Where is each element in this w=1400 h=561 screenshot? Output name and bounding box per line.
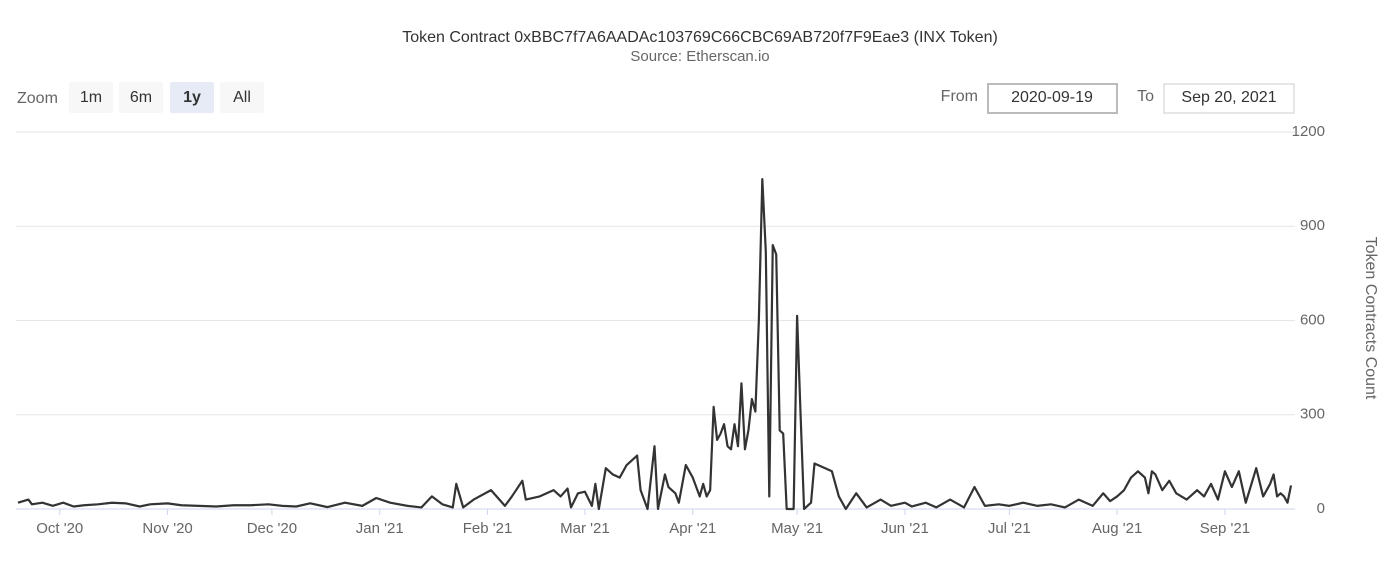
x-tick-label: Feb '21 <box>463 520 513 537</box>
x-tick-label: Jul '21 <box>988 520 1031 537</box>
chart-title: Token Contract 0xBBC7f7A6AADAc103769C66C… <box>402 29 998 46</box>
to-value[interactable]: Sep 20, 2021 <box>1181 89 1276 106</box>
chart-subtitle: Source: Etherscan.io <box>630 48 769 65</box>
from-value[interactable]: 2020-09-19 <box>1011 89 1093 106</box>
range-button-label[interactable]: 1y <box>183 89 201 106</box>
series-line <box>17 178 1293 511</box>
x-tick-label: Apr '21 <box>669 520 716 537</box>
range-button[interactable] <box>220 82 264 113</box>
x-tick-label: Mar '21 <box>560 520 610 537</box>
x-tick-label: Oct '20 <box>36 520 83 537</box>
to-label: To <box>1137 88 1154 105</box>
range-button[interactable] <box>69 82 113 113</box>
zoom-label: Zoom <box>17 90 58 107</box>
x-tick-label: Dec '20 <box>247 520 297 537</box>
y-tick-label: 900 <box>1300 217 1325 234</box>
y-tick-label: 1200 <box>1292 123 1325 140</box>
range-button[interactable] <box>119 82 163 113</box>
x-tick-label: Jan '21 <box>356 520 404 537</box>
x-tick-label: Aug '21 <box>1092 520 1142 537</box>
from-input[interactable] <box>987 83 1118 114</box>
x-tick-label: Sep '21 <box>1200 520 1250 537</box>
range-buttons: 1m 6m 1y All <box>69 82 264 113</box>
y-axis-title: Token Contracts Count <box>1362 237 1379 400</box>
from-label: From <box>941 88 978 105</box>
range-button[interactable] <box>170 82 214 113</box>
x-tick-label: Nov '20 <box>142 520 192 537</box>
range-button-label[interactable]: 6m <box>130 89 152 106</box>
x-tick-label: May '21 <box>771 520 823 537</box>
y-tick-label: 0 <box>1317 500 1325 517</box>
x-tick-label: Jun '21 <box>881 520 929 537</box>
range-button-label[interactable]: 1m <box>80 89 102 106</box>
to-input[interactable] <box>1163 83 1295 114</box>
range-button-label[interactable]: All <box>233 89 251 106</box>
y-tick-label: 300 <box>1300 406 1325 423</box>
y-tick-label: 600 <box>1300 311 1325 328</box>
